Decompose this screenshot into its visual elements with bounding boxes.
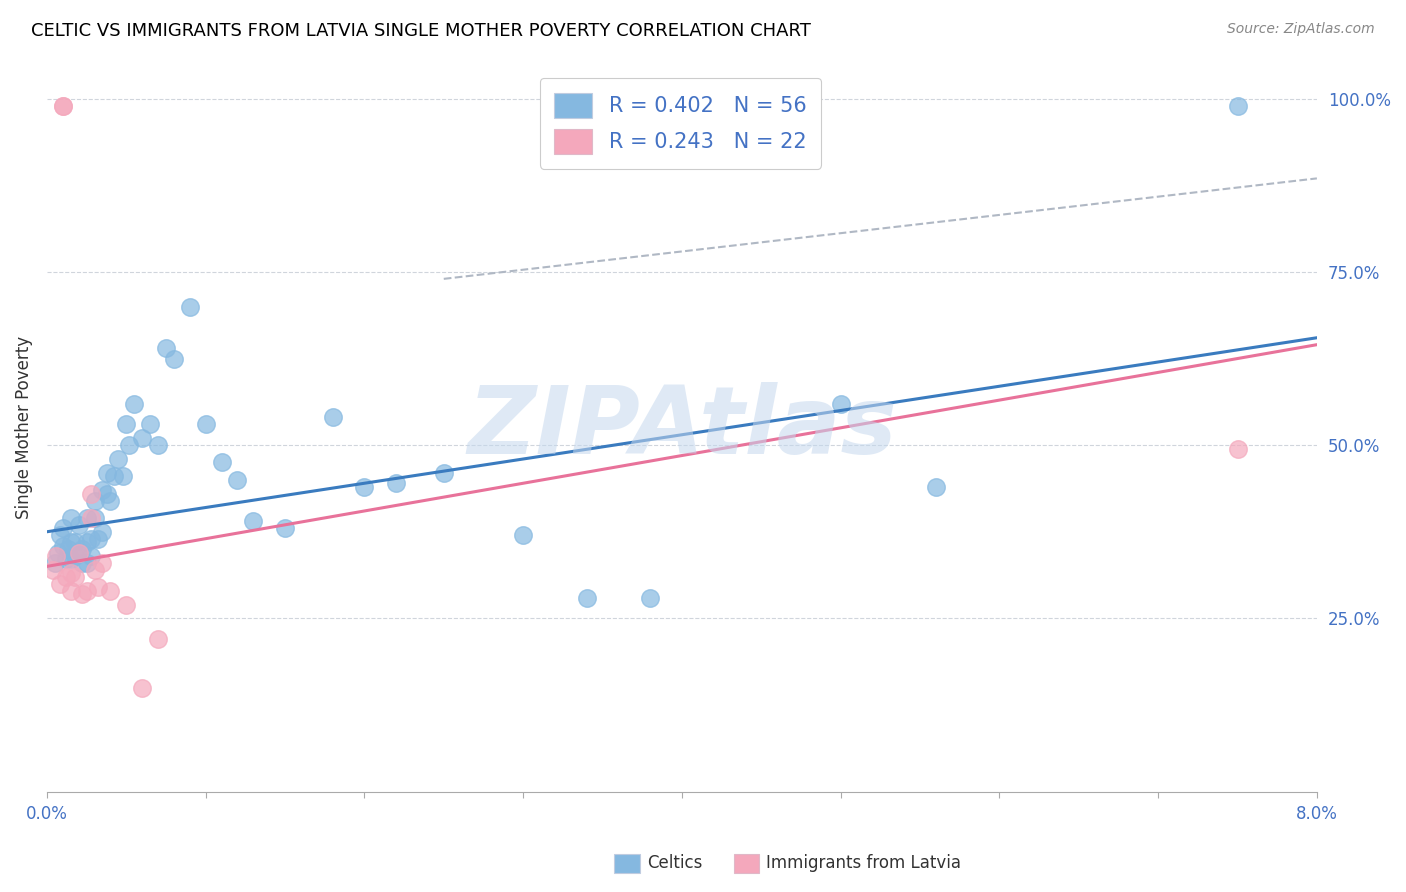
- Point: [76, 535, 98, 549]
- Point: [194, 417, 217, 432]
- Point: [52, 521, 75, 535]
- Point: [59, 552, 82, 566]
- Point: [226, 473, 249, 487]
- Point: [52, 98, 75, 112]
- Point: [44, 556, 66, 570]
- Point: [163, 351, 186, 366]
- Point: [76, 556, 98, 570]
- Point: [146, 438, 169, 452]
- Point: [67, 545, 90, 559]
- Point: [86, 580, 108, 594]
- Point: [65, 549, 87, 563]
- Point: [103, 469, 125, 483]
- Point: [67, 517, 90, 532]
- Point: [322, 410, 344, 425]
- Point: [59, 535, 82, 549]
- Point: [56, 542, 79, 557]
- Point: [115, 598, 138, 612]
- FancyBboxPatch shape: [734, 854, 759, 873]
- Point: [118, 438, 141, 452]
- Point: [100, 493, 122, 508]
- Point: [48, 576, 70, 591]
- Point: [91, 483, 114, 498]
- Y-axis label: Single Mother Poverty: Single Mother Poverty: [15, 336, 32, 519]
- Point: [80, 532, 103, 546]
- Point: [1226, 98, 1249, 112]
- Point: [96, 466, 118, 480]
- Point: [80, 486, 103, 500]
- Point: [433, 466, 456, 480]
- Point: [52, 539, 75, 553]
- Point: [83, 493, 105, 508]
- Point: [59, 583, 82, 598]
- Point: [830, 396, 852, 410]
- Point: [638, 591, 661, 605]
- Point: [211, 455, 233, 469]
- Point: [242, 514, 264, 528]
- Text: Celtics: Celtics: [647, 855, 702, 872]
- Point: [83, 511, 105, 525]
- Point: [48, 528, 70, 542]
- Text: CELTIC VS IMMIGRANTS FROM LATVIA SINGLE MOTHER POVERTY CORRELATION CHART: CELTIC VS IMMIGRANTS FROM LATVIA SINGLE …: [31, 22, 811, 40]
- Point: [353, 480, 375, 494]
- Text: ZIPAtlas: ZIPAtlas: [467, 382, 897, 474]
- Point: [100, 583, 122, 598]
- Point: [115, 417, 138, 432]
- Text: Source: ZipAtlas.com: Source: ZipAtlas.com: [1227, 22, 1375, 37]
- Point: [139, 417, 162, 432]
- Point: [122, 396, 145, 410]
- Point: [1226, 442, 1249, 456]
- Point: [512, 528, 534, 542]
- Point: [76, 583, 98, 598]
- Point: [131, 431, 153, 445]
- Point: [59, 566, 82, 581]
- Point: [55, 570, 77, 584]
- Point: [86, 532, 108, 546]
- Point: [385, 476, 408, 491]
- Point: [76, 511, 98, 525]
- Point: [146, 632, 169, 647]
- Point: [65, 570, 87, 584]
- Point: [67, 545, 90, 559]
- Point: [52, 98, 75, 112]
- Point: [91, 556, 114, 570]
- Point: [131, 681, 153, 695]
- Point: [80, 549, 103, 563]
- Point: [274, 521, 297, 535]
- Point: [925, 480, 948, 494]
- Point: [59, 511, 82, 525]
- Point: [91, 524, 114, 539]
- Point: [80, 511, 103, 525]
- Point: [83, 563, 105, 577]
- Point: [55, 552, 77, 566]
- Point: [155, 341, 177, 355]
- Point: [46, 545, 69, 559]
- Point: [45, 549, 67, 563]
- Point: [96, 486, 118, 500]
- Point: [70, 542, 93, 557]
- FancyBboxPatch shape: [614, 854, 640, 873]
- Point: [575, 591, 598, 605]
- Point: [42, 563, 65, 577]
- Point: [70, 556, 93, 570]
- Legend: R = 0.402   N = 56, R = 0.243   N = 22: R = 0.402 N = 56, R = 0.243 N = 22: [540, 78, 821, 169]
- Point: [112, 469, 135, 483]
- Text: Immigrants from Latvia: Immigrants from Latvia: [766, 855, 962, 872]
- Point: [65, 535, 87, 549]
- Point: [179, 300, 201, 314]
- Point: [107, 452, 129, 467]
- Point: [70, 587, 93, 601]
